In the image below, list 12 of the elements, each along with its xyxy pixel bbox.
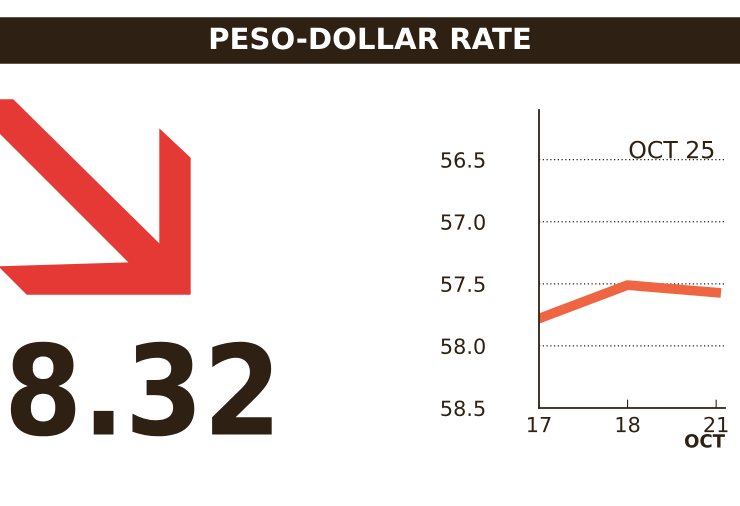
y-tick-label: 58.5 <box>441 400 484 416</box>
annotation: OCT 25 <box>630 140 714 159</box>
x-axis-title: OCT <box>684 434 725 448</box>
y-tick-label: 56.5 <box>441 152 484 168</box>
y-tick-label: 57.0 <box>441 214 485 230</box>
x-tick-label: 21 <box>704 416 728 432</box>
x-tick-label: 18 <box>616 416 640 432</box>
text: 8.32 <box>10 342 272 436</box>
y-tick-label: 58.0 <box>441 338 485 354</box>
y-tick-label: 57.5 <box>441 276 484 292</box>
chart-title: PESO-DOLLAR RATE <box>210 27 530 50</box>
x-tick-label: 17 <box>528 416 550 432</box>
